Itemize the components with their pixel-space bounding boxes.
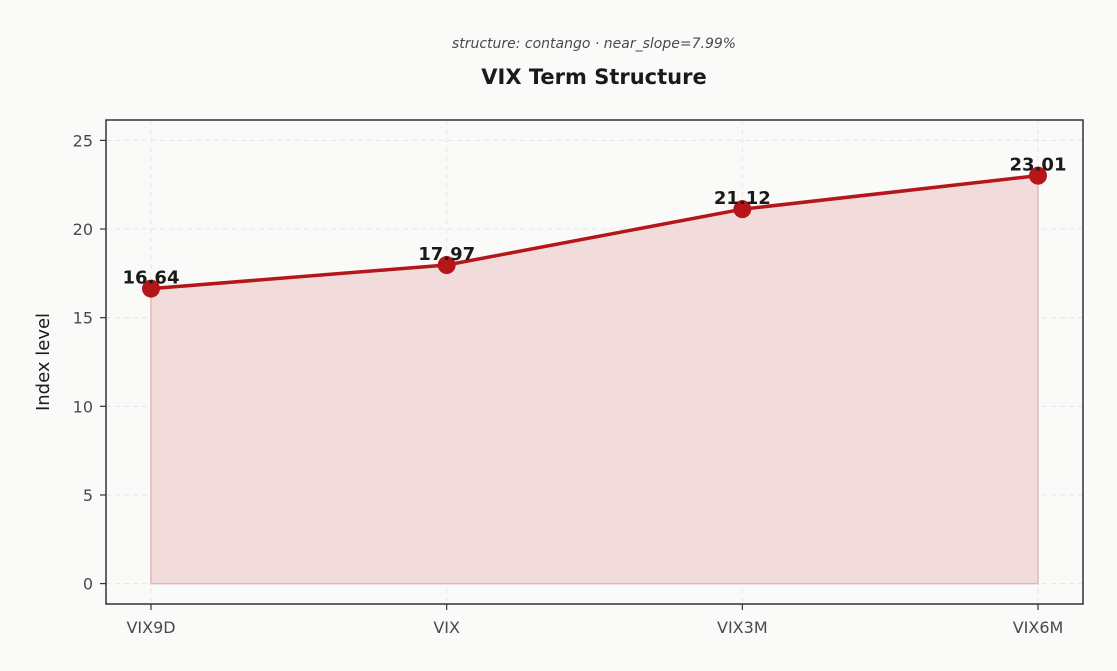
x-tick-label: VIX6M	[1013, 618, 1064, 637]
data-point	[142, 279, 160, 298]
data-point	[733, 200, 752, 219]
y-tick-label: 5	[83, 486, 93, 505]
y-tick-label: 15	[73, 309, 93, 328]
data-point	[437, 256, 456, 275]
y-tick-label: 25	[73, 131, 93, 150]
series-line	[150, 173, 1039, 291]
chart-title: VIX Term Structure	[481, 65, 706, 89]
x-tick-label: VIX9D	[126, 618, 175, 637]
data-label: 17.97	[418, 244, 475, 265]
axes: 0 5 10 15 20 25 VIX9D VIX VIX3M VIX6M	[73, 119, 1084, 637]
data-label-layer: 16.64 17.97 21.12 23.01	[123, 155, 1067, 289]
plot-frame	[105, 119, 1084, 605]
marker-layer	[142, 166, 1047, 298]
y-tick-label: 20	[73, 220, 93, 239]
y-axis-label: Index level	[33, 313, 54, 411]
data-label: 23.01	[1010, 155, 1067, 176]
data-point	[1029, 166, 1047, 185]
data-label: 16.64	[123, 268, 180, 289]
data-label: 21.12	[714, 188, 771, 209]
x-tick-label: VIX3M	[717, 618, 768, 637]
line-layer	[150, 173, 1039, 291]
y-tick-label: 0	[83, 575, 93, 594]
x-tick-label: VIX	[433, 618, 460, 637]
chart-subtitle: structure: contango · near_slope=7.99%	[452, 36, 736, 52]
y-tick-label: 10	[73, 397, 93, 416]
